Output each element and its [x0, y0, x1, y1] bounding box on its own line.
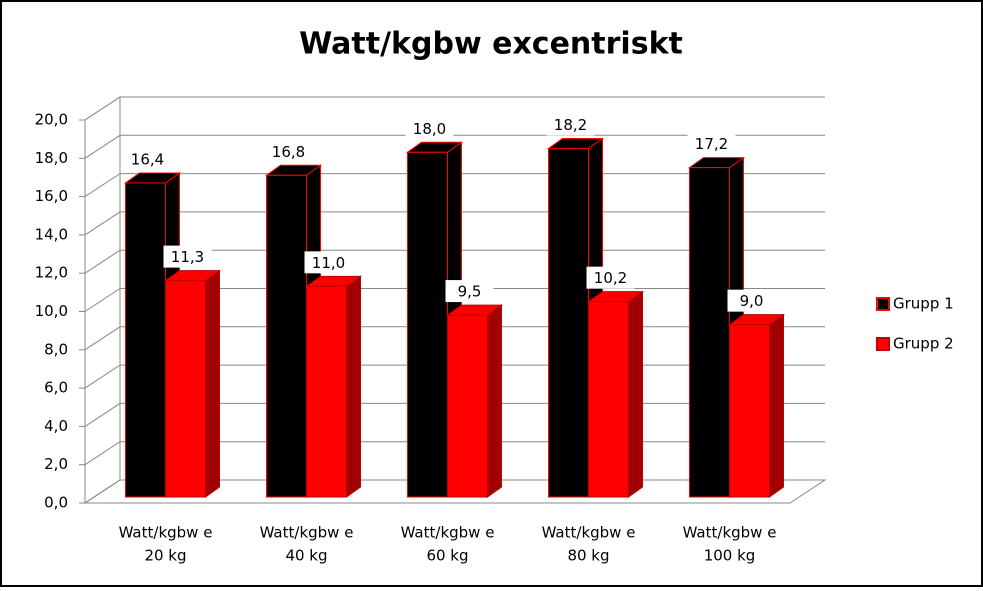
- legend-swatch: [876, 297, 890, 311]
- value-label-bg: [405, 117, 454, 140]
- bar-side: [487, 304, 502, 498]
- grid-line: [84, 96, 825, 121]
- bar-side: [769, 313, 784, 498]
- x-tick-label: Watt/kgbw e: [260, 524, 354, 542]
- bar: [306, 285, 347, 498]
- value-label-bg: [586, 266, 635, 289]
- value-label: 18,0: [413, 120, 446, 138]
- value-label: 16,8: [272, 143, 305, 161]
- y-tick-label: 6,0: [44, 379, 68, 397]
- bar-side: [628, 290, 643, 498]
- bar: [447, 314, 488, 498]
- y-tick-label: 20,0: [35, 111, 68, 129]
- x-tick-label: 100 kg: [704, 547, 756, 565]
- value-label-bg: [304, 251, 353, 274]
- bar-side: [205, 269, 220, 498]
- legend-label: Grupp 1: [893, 295, 954, 313]
- y-tick-label: 18,0: [35, 149, 68, 167]
- bar: [125, 182, 166, 498]
- x-tick-label: 40 kg: [285, 547, 327, 565]
- bar: [689, 167, 730, 498]
- x-tick-label: 20 kg: [144, 547, 186, 565]
- value-label: 10,2: [594, 269, 627, 287]
- value-label: 11,0: [312, 254, 345, 272]
- y-tick-label: 16,0: [35, 187, 68, 205]
- bar: [165, 280, 206, 498]
- value-label-bg: [163, 245, 212, 268]
- value-label-bg: [546, 113, 595, 136]
- x-tick-label: Watt/kgbw e: [542, 524, 636, 542]
- y-tick-label: 14,0: [35, 225, 68, 243]
- bar: [266, 174, 307, 498]
- y-tick-label: 4,0: [44, 417, 68, 435]
- y-tick-label: 2,0: [44, 455, 68, 473]
- value-label: 16,4: [131, 150, 164, 168]
- x-tick-label: 80 kg: [567, 547, 609, 565]
- legend-swatch: [876, 337, 890, 351]
- value-label: 9,0: [740, 292, 764, 310]
- value-label-bg: [687, 132, 736, 155]
- value-label: 17,2: [695, 135, 728, 153]
- value-label: 9,5: [458, 283, 482, 301]
- bar-side: [346, 275, 361, 498]
- bar: [588, 301, 629, 498]
- y-tick-label: 10,0: [35, 302, 68, 320]
- y-tick-label: 8,0: [44, 340, 68, 358]
- value-label-bg: [123, 147, 172, 170]
- y-tick-label: 12,0: [35, 264, 68, 282]
- chart-title: Watt/kgbw excentriskt: [299, 27, 683, 62]
- x-tick-label: Watt/kgbw e: [119, 524, 213, 542]
- value-label-bg: [727, 289, 776, 312]
- x-tick-label: Watt/kgbw e: [401, 524, 495, 542]
- x-tick-label: Watt/kgbw e: [683, 524, 777, 542]
- bar: [407, 151, 448, 498]
- y-tick-label: 0,0: [44, 494, 68, 512]
- bar: [548, 147, 589, 498]
- x-tick-label: 60 kg: [426, 547, 468, 565]
- value-label-bg: [445, 280, 494, 303]
- bar: [729, 324, 770, 498]
- value-label: 11,3: [171, 248, 204, 266]
- value-label-bg: [264, 140, 313, 163]
- value-label: 18,2: [554, 116, 587, 134]
- legend-label: Grupp 2: [893, 335, 954, 353]
